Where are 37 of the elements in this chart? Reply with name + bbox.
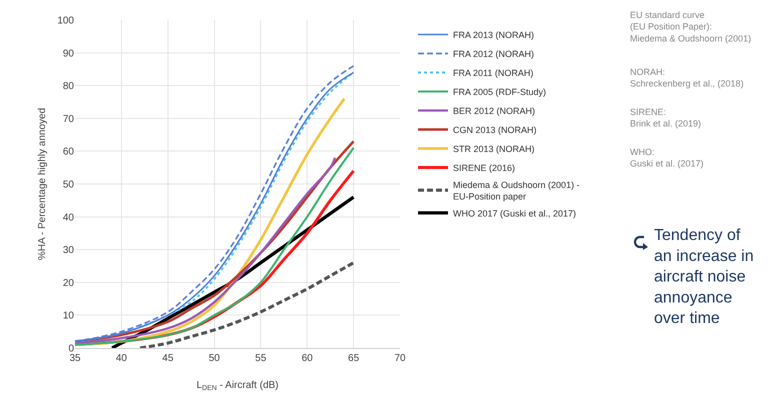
y-tick-label: 90	[62, 48, 74, 60]
legend-label: FRA 2012 (NORAH)	[453, 49, 534, 60]
text: Tendency of an increase in aircraft noise annoyance over time	[654, 227, 754, 328]
y-tick-label: 100	[57, 16, 74, 26]
y-tick-label: 40	[62, 212, 74, 224]
x-tick-label: 65	[348, 353, 360, 364]
y-tick-label: 80	[62, 81, 74, 92]
legend-label: Miedema & Oudshoorn (2001) - EU-Position paper	[453, 180, 580, 202]
y-tick-label: 10	[62, 310, 74, 322]
legend-label: FRA 2005 (RDF-Study)	[453, 87, 546, 98]
legend-label: CGN 2013 (NORAH)	[453, 125, 537, 136]
x-tick-label: 60	[302, 353, 314, 364]
legend-label: FRA 2011 (NORAH)	[453, 68, 534, 78]
y-tick-label: 50	[62, 180, 74, 190]
text: NORAH: Schreckenberg et al., (2018)	[630, 67, 744, 89]
y-tick-label: 30	[62, 245, 74, 256]
legend-label: STR 2013 (NORAH)	[453, 144, 535, 154]
text: EU standard curve (EU Position Paper): Miedema & Oudshoorn (2001)	[630, 10, 752, 44]
legend-label: FRA 2013 (NORAH)	[453, 30, 534, 40]
legend-label: BER 2012 (NORAH)	[453, 106, 536, 116]
text: WHO: Guski et al. (2017)	[630, 147, 704, 169]
x-axis-title: L$_{DEN}$ - Aircraft (dB)	[196, 380, 279, 392]
y-tick-label: 0	[68, 344, 74, 354]
x-tick-label: 40	[116, 353, 128, 364]
y-tick-label: 70	[62, 114, 74, 125]
legend-label: SIRENE (2016)	[453, 163, 516, 174]
x-tick-label: 50	[208, 353, 220, 364]
y-tick-label: 60	[62, 146, 74, 158]
text: SIRENE: Brink et al. (2019)	[630, 107, 702, 129]
y-axis-title: %HA - Percentage highly annoyed	[37, 108, 48, 260]
x-tick-label: 35	[69, 353, 81, 364]
y-tick-label: 20	[62, 278, 74, 289]
line-series	[138, 261, 356, 348]
legend-label: WHO 2017 (Guski et al., 2017)	[453, 208, 576, 218]
x-tick-label: 55	[255, 353, 267, 364]
x-tick-label: 45	[162, 353, 174, 364]
x-tick-label: 70	[394, 353, 406, 364]
